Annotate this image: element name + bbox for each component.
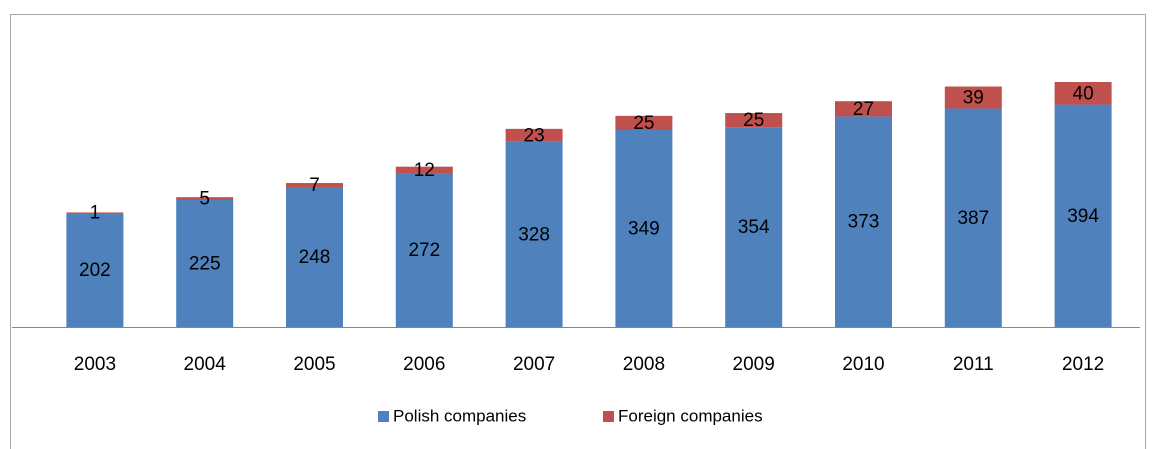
data-label: 387 [957,208,989,229]
legend-swatch [603,411,614,422]
x-tick-label: 2009 [733,354,775,375]
data-label: 40 [1073,83,1094,104]
bar-segment [615,129,673,327]
bar-segment [286,183,343,187]
bar-segment [286,187,343,327]
chart-frame [10,14,1146,449]
x-tick-label: 2005 [293,354,335,375]
bar-segment [725,127,783,328]
bar-segment [505,128,563,142]
bar-segment [725,113,783,128]
data-label: 25 [633,113,654,134]
data-label: 328 [518,224,550,245]
data-label: 27 [853,99,874,120]
bar-segment [1054,82,1112,105]
x-tick-label: 2010 [842,354,884,375]
x-tick-label: 2004 [184,354,227,375]
x-tick-label: 2012 [1062,354,1104,375]
data-label: 202 [79,260,111,281]
data-label: 12 [414,160,435,181]
data-label: 25 [743,110,764,131]
data-label: 354 [738,217,770,238]
data-label: 5 [199,189,210,210]
bar-segment [835,116,892,327]
bar-segment [944,108,1002,327]
bar-segment [395,166,453,174]
x-tick-label: 2008 [623,354,665,375]
legend-label: Foreign companies [618,406,763,425]
data-label: 272 [408,240,440,261]
data-label: 225 [189,254,221,275]
bar-segment [176,197,234,200]
bar-segment [395,173,453,327]
bar-segment [615,115,673,130]
bar-segment [944,86,1002,109]
bar-segment [66,212,124,327]
bar-segment [176,199,234,327]
x-tick-label: 2006 [403,354,445,375]
bar-segment [835,101,892,117]
data-label: 23 [524,125,545,146]
bar-segment [505,141,563,327]
data-label: 1 [90,203,101,224]
data-label: 7 [309,175,320,196]
data-label: 394 [1067,206,1099,227]
bar-segment [1054,104,1112,327]
data-label: 39 [963,88,984,109]
data-label: 248 [299,247,331,268]
x-tick-label: 2007 [513,354,555,375]
x-tick-label: 2011 [953,354,994,375]
data-label: 349 [628,219,660,240]
legend-swatch [378,411,389,422]
data-label: 373 [848,212,880,233]
legend-label: Polish companies [393,406,526,425]
x-tick-label: 2003 [74,354,116,375]
bar-segment [66,212,124,213]
